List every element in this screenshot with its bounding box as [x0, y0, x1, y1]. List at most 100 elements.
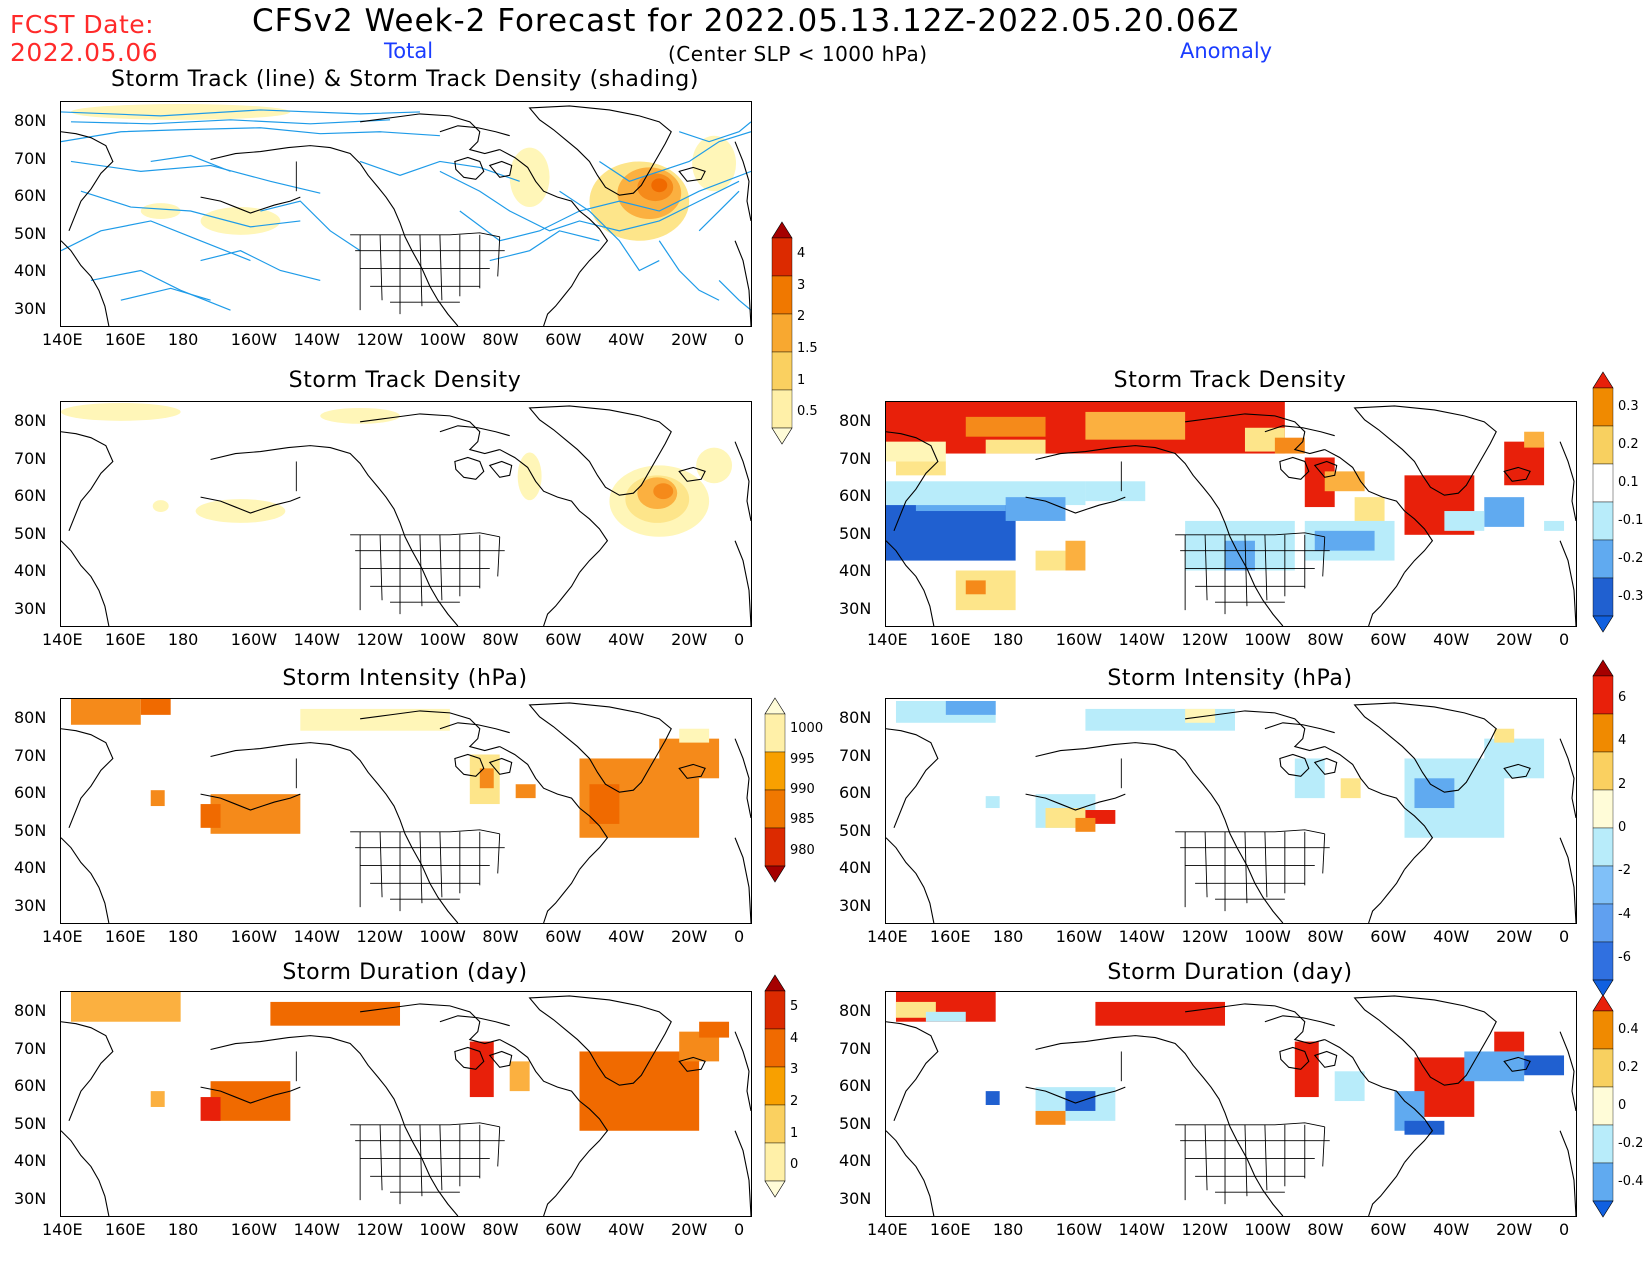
coastline — [1035, 742, 1238, 848]
coastline — [61, 540, 110, 626]
lon-tick-label: 160E — [929, 927, 971, 946]
coastline — [61, 1130, 110, 1216]
colorbar-label: 2 — [790, 1093, 799, 1109]
shading-cell — [1494, 1031, 1525, 1052]
coastline — [528, 105, 672, 196]
coastline — [1025, 496, 1126, 514]
border-line — [497, 833, 501, 874]
coastline — [499, 449, 609, 573]
shading-field — [200, 207, 281, 235]
lat-tick-label: 80N — [839, 708, 872, 727]
coastline — [528, 405, 672, 496]
coastline — [454, 456, 485, 480]
lon-tick-label: 80W — [482, 630, 519, 649]
colorbar-arrow-bottom — [764, 1180, 786, 1198]
border-line — [497, 536, 501, 577]
map-storm-track-density-anomaly — [885, 401, 1577, 627]
coastline — [439, 1015, 510, 1027]
coastline — [360, 710, 500, 752]
colorbar-segment — [1592, 865, 1614, 905]
coastline — [1185, 710, 1325, 752]
colorbar-intensity-anomaly: 6 4 2 0 -2 -4 -6 — [1592, 659, 1631, 1056]
colorbar-label: -0.4 — [1618, 1174, 1644, 1189]
colorbar-label: 985 — [790, 812, 815, 828]
lat-tick-label: 50N — [839, 1113, 872, 1133]
map-storm-track-density-total — [60, 401, 752, 627]
coastline — [411, 1140, 459, 1216]
lon-tick-label: 140E — [42, 1220, 83, 1239]
colorbar-segment — [1592, 1124, 1614, 1164]
coastline — [1559, 441, 1576, 522]
lon-tick-label: 60W — [1370, 927, 1407, 946]
lon-tick-label: 120W — [1181, 927, 1228, 946]
colorbar-density-anomaly: 0.3 0.2 0.1 -0.1 -0.2 -0.3 — [1592, 371, 1643, 692]
colorbar-label: 4 — [1618, 733, 1627, 749]
lon-tick-label: 160W — [230, 1220, 278, 1239]
coastline — [734, 240, 751, 326]
colorbar-label: 995 — [790, 751, 815, 767]
shading-cell — [1414, 778, 1455, 809]
lon-tick-label: 0 — [1559, 927, 1570, 946]
coastline — [499, 1039, 609, 1163]
coastline — [1353, 702, 1497, 793]
column-label-total: Total — [384, 39, 434, 63]
colorbar-label: -0.1 — [1618, 513, 1644, 528]
coastline — [1313, 460, 1338, 478]
colorbar-label: 4 — [790, 1030, 799, 1046]
lon-tick-label: 100W — [419, 330, 466, 349]
shading-field — [70, 103, 291, 120]
lat-tick-label: 80N — [839, 1001, 872, 1020]
colorbar-label: 0.5 — [797, 404, 818, 420]
lat-tick-label: 50N — [14, 223, 47, 243]
lon-tick-label: 80W — [482, 330, 519, 349]
lat-tick-label: 50N — [14, 820, 47, 840]
coastline — [200, 196, 301, 214]
lon-tick-label: 20W — [671, 1220, 708, 1239]
coastline — [61, 1021, 114, 1122]
coastline — [678, 166, 706, 182]
storm-track-line — [559, 190, 660, 272]
column-label-anomaly: Anomaly — [1180, 39, 1273, 63]
storm-track-line — [679, 121, 751, 143]
colorbar-segment — [764, 713, 786, 753]
coastline — [1236, 847, 1284, 923]
lon-tick-label: 140W — [293, 1220, 340, 1239]
lat-tick-label: 40N — [14, 561, 47, 580]
shading-cell — [965, 580, 986, 595]
coastline — [678, 1056, 706, 1072]
shading-cell — [659, 738, 720, 779]
colorbar-segment — [764, 827, 786, 867]
lat-tick-label: 60N — [14, 783, 47, 802]
lon-tick-label: 160W — [230, 927, 278, 946]
lon-tick-label: 160W — [230, 630, 278, 649]
lat-tick-label: 60N — [14, 486, 47, 505]
lon-tick-label: 40W — [1433, 630, 1470, 649]
shading-cell — [70, 699, 141, 725]
border-line — [1204, 534, 1208, 601]
lon-tick-label: 40W — [1433, 927, 1470, 946]
colorbar-label: 980 — [790, 842, 815, 858]
lon-tick-label: 140W — [293, 927, 340, 946]
coastline — [1353, 995, 1497, 1086]
coastline — [439, 125, 510, 137]
lat-tick-label: 30N — [14, 598, 47, 618]
shading-cell — [1544, 520, 1565, 531]
coastline — [439, 722, 510, 734]
fcst-date-value: 2022.05.06 — [10, 38, 159, 67]
colorbar-segment — [1592, 941, 1614, 981]
colorbar-label: 0.1 — [1618, 475, 1639, 490]
shading-cell — [150, 1091, 165, 1107]
map-storm-duration-anomaly — [885, 991, 1577, 1217]
storm-track-line — [698, 190, 740, 232]
lon-tick-label: 60W — [545, 1220, 582, 1239]
lon-tick-label: 40W — [608, 330, 645, 349]
lat-tick-label: 70N — [839, 745, 872, 765]
colorbar-label: 1 — [790, 1125, 799, 1141]
coastline — [499, 746, 609, 870]
shading-cell — [469, 1041, 494, 1098]
coastline — [210, 742, 413, 848]
coastline — [1368, 572, 1405, 626]
shading-cell — [479, 768, 494, 789]
lon-tick-label: 40W — [608, 927, 645, 946]
lat-tick-label: 50N — [839, 523, 872, 543]
